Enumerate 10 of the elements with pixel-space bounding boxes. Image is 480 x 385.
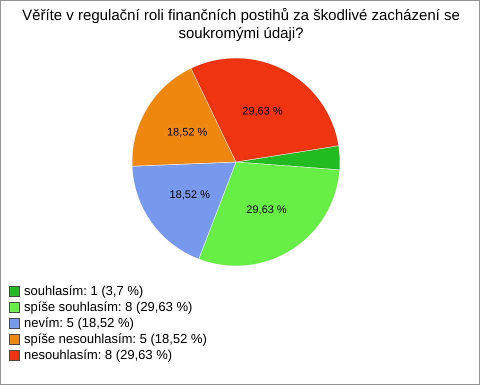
data-label: 18,52 %	[166, 126, 208, 139]
chart-title: Věříte v regulační roli finančních postihů za škodlivé zacházení se soukromými údaji?	[21, 7, 461, 43]
legend-label: nevím: 5 (18,52 %)	[24, 315, 134, 331]
legend-label: souhlasím: 1 (3,7 %)	[24, 283, 144, 299]
legend-label: spíše souhlasím: 8 (29,63 %)	[24, 299, 192, 315]
data-label: 18,52 %	[170, 189, 210, 202]
legend-label: spíše nesouhlasím: 5 (18,52 %)	[24, 331, 207, 347]
data-label: 29,63 %	[246, 204, 287, 216]
data-label: 29,63 %	[242, 106, 283, 118]
legend-label: nesouhlasím: 8 (29,63 %)	[24, 347, 172, 363]
